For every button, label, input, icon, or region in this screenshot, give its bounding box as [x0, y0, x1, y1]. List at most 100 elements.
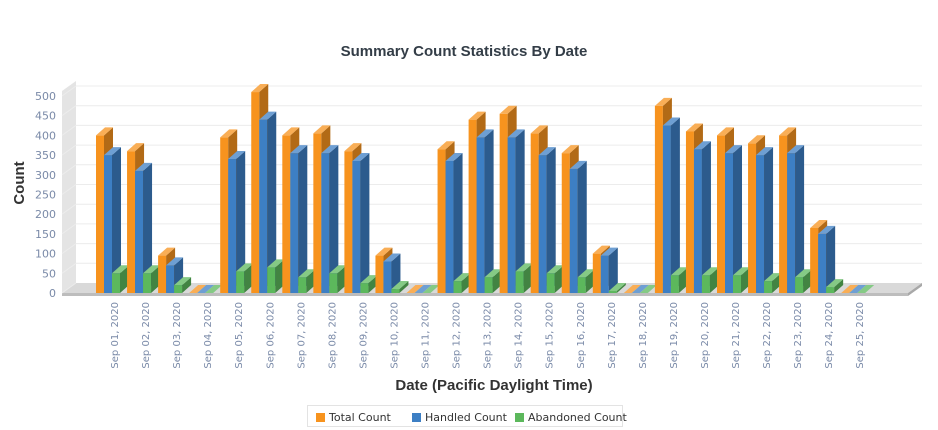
bar-side	[795, 145, 805, 293]
bar-abandoned-count[interactable]	[826, 279, 844, 293]
bar-top	[662, 117, 680, 126]
grid-line-side	[61, 184, 77, 195]
bar-abandoned-count[interactable]	[733, 267, 750, 293]
x-tick-label: Sep 05, 2020	[234, 302, 245, 369]
bar-abandoned-count[interactable]	[329, 265, 347, 293]
bar-abandoned-count[interactable]	[515, 263, 533, 293]
bar-top	[174, 277, 192, 286]
bar-handled-count[interactable]	[321, 145, 339, 293]
bar-side	[112, 147, 121, 293]
bar-top	[670, 267, 688, 276]
bar-handled-count[interactable]	[725, 145, 742, 293]
bar-top	[406, 285, 424, 293]
bar-front	[453, 281, 462, 293]
bar-side	[709, 267, 719, 293]
bar-abandoned-count[interactable]	[701, 267, 719, 293]
bar-handled-count[interactable]	[631, 285, 649, 293]
bar-abandoned-count[interactable]	[764, 273, 782, 293]
bar-front	[220, 137, 229, 293]
bar-top	[530, 125, 548, 134]
bar-abandoned-count[interactable]	[577, 269, 595, 293]
bar-top	[445, 153, 463, 162]
grid-line-side	[61, 105, 77, 117]
bar-top	[360, 275, 378, 284]
bar-side	[244, 263, 254, 293]
bar-front	[251, 92, 260, 293]
bar-handled-count[interactable]	[600, 247, 618, 293]
bar-handled-count[interactable]	[414, 285, 432, 293]
bar-handled-count[interactable]	[197, 285, 215, 293]
grid-line-side	[61, 85, 77, 97]
bar-side	[678, 267, 688, 293]
bar-abandoned-count[interactable]	[639, 285, 657, 293]
bar-top	[453, 273, 471, 282]
bar-handled-count[interactable]	[818, 225, 836, 293]
bar-abandoned-count[interactable]	[546, 265, 564, 293]
bar-abandoned-count[interactable]	[670, 267, 688, 293]
bar-total-count[interactable]	[189, 285, 207, 293]
bar-front	[329, 273, 338, 293]
bar-handled-count[interactable]	[569, 160, 587, 293]
y-tick-label: 350	[35, 149, 56, 162]
grid-line-side	[61, 223, 77, 235]
bar-side	[306, 269, 316, 293]
bar-abandoned-count[interactable]	[857, 285, 875, 293]
legend-item-handled[interactable]: Handled Count	[412, 410, 507, 424]
legend-item-abandoned[interactable]: Abandoned Count	[515, 410, 627, 424]
bar-abandoned-count[interactable]	[112, 265, 129, 293]
bar-abandoned-count[interactable]	[298, 269, 316, 293]
bar-handled-count[interactable]	[538, 147, 556, 293]
bar-handled-count[interactable]	[445, 153, 463, 293]
bar-total-count[interactable]	[406, 285, 424, 293]
bar-abandoned-count[interactable]	[205, 285, 223, 293]
bar-abandoned-count[interactable]	[795, 269, 813, 293]
bar-side	[616, 283, 626, 293]
bar-abandoned-count[interactable]	[453, 273, 471, 293]
bar-abandoned-count[interactable]	[360, 275, 378, 293]
x-tick-label: Sep 20, 2020	[700, 302, 711, 369]
x-tick-label: Sep 17, 2020	[607, 302, 618, 369]
bar-handled-count[interactable]	[787, 145, 805, 293]
bar-front	[174, 285, 183, 293]
bar-handled-count[interactable]	[352, 153, 370, 293]
bar-handled-count[interactable]	[662, 117, 680, 293]
bar-handled-count[interactable]	[135, 162, 153, 293]
bar-total-count[interactable]	[623, 285, 641, 293]
bar-handled-count[interactable]	[849, 285, 867, 293]
bar-front	[748, 143, 757, 293]
bar-abandoned-count[interactable]	[143, 265, 161, 293]
bar-handled-count[interactable]	[756, 147, 774, 293]
bar-handled-count[interactable]	[476, 129, 494, 293]
bar-abandoned-count[interactable]	[236, 263, 254, 293]
bar-total-count[interactable]	[841, 285, 859, 293]
bar-abandoned-count[interactable]	[484, 269, 502, 293]
bar-handled-count[interactable]	[507, 129, 525, 293]
bar-abandoned-count[interactable]	[174, 277, 192, 293]
legend-item-total[interactable]: Total Count	[316, 410, 391, 424]
bar-handled-count[interactable]	[104, 147, 121, 293]
bar-front	[375, 255, 384, 293]
bar-handled-count[interactable]	[228, 151, 246, 293]
bars	[96, 84, 875, 294]
x-tick-label: Sep 16, 2020	[576, 302, 587, 369]
bar-abandoned-count[interactable]	[422, 285, 440, 293]
bar-abandoned-count[interactable]	[608, 283, 626, 293]
bar-side	[182, 277, 192, 293]
bar-abandoned-count[interactable]	[267, 259, 285, 293]
bar-top	[197, 285, 215, 293]
bar-abandoned-count[interactable]	[391, 281, 409, 293]
grid-line-side	[61, 203, 77, 215]
bar-top	[166, 257, 184, 266]
bar-top	[787, 145, 805, 154]
legend-label-total: Total Count	[329, 410, 391, 424]
bar-side	[298, 145, 308, 293]
bar-handled-count[interactable]	[693, 141, 711, 293]
bar-handled-count[interactable]	[259, 111, 277, 293]
x-tick-label: Sep 19, 2020	[669, 302, 680, 369]
bar-side	[585, 269, 595, 293]
bar-top	[841, 285, 859, 293]
bar-top	[158, 247, 176, 256]
bar-handled-count[interactable]	[290, 145, 308, 293]
bar-top	[538, 147, 556, 156]
bar-front	[592, 253, 601, 293]
